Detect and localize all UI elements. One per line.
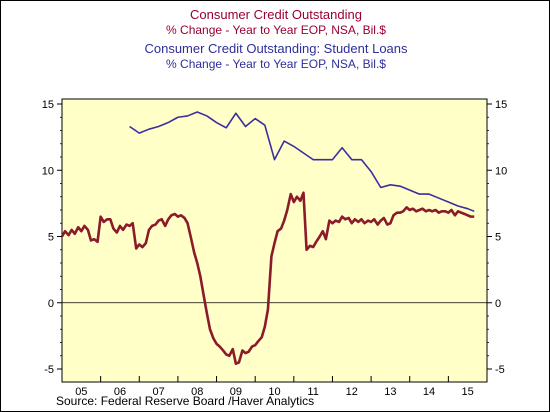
chart-title-student-loans: Consumer Credit Outstanding: Student Loa… <box>144 41 408 56</box>
source-note: Source: Federal Reserve Board /Haver Ana… <box>56 394 315 408</box>
x-tick-label: 11 <box>307 386 318 398</box>
x-tick-label: 05 <box>75 386 87 398</box>
x-tick-label: 06 <box>114 386 126 398</box>
series-line-consumer-credit <box>60 191 475 365</box>
x-tick-label: 15 <box>462 386 474 398</box>
x-tick-label: 07 <box>152 386 164 398</box>
x-tick-label: 14 <box>423 386 435 398</box>
x-tick-label: 13 <box>384 386 396 398</box>
y-tick-label-right: 5 <box>495 232 501 244</box>
y-tick-label-left: 5 <box>48 232 54 244</box>
chart-title: Consumer Credit Outstanding <box>190 7 362 22</box>
y-tick-label-left: 10 <box>42 165 54 177</box>
x-tick-label: 09 <box>230 386 242 398</box>
y-tick-label-right: 15 <box>495 99 507 111</box>
chart-subtitle-student-loans: % Change - Year to Year EOP, NSA, Bil.$ <box>166 57 386 71</box>
chart-subtitle: % Change - Year to Year EOP, NSA, Bil.$ <box>166 23 386 37</box>
y-tick-label-right: 0 <box>495 298 501 310</box>
series-line-student-loans <box>129 111 475 213</box>
y-tick-label-right: -5 <box>495 364 505 376</box>
y-tick-label-left: -5 <box>44 364 54 376</box>
y-tick-label-left: 0 <box>48 298 54 310</box>
x-tick-label: 10 <box>268 386 280 398</box>
x-tick-label: 12 <box>346 386 358 398</box>
x-tick-label: 08 <box>191 386 203 398</box>
y-tick-label-right: 10 <box>495 165 507 177</box>
y-tick-label-left: 15 <box>42 99 54 111</box>
